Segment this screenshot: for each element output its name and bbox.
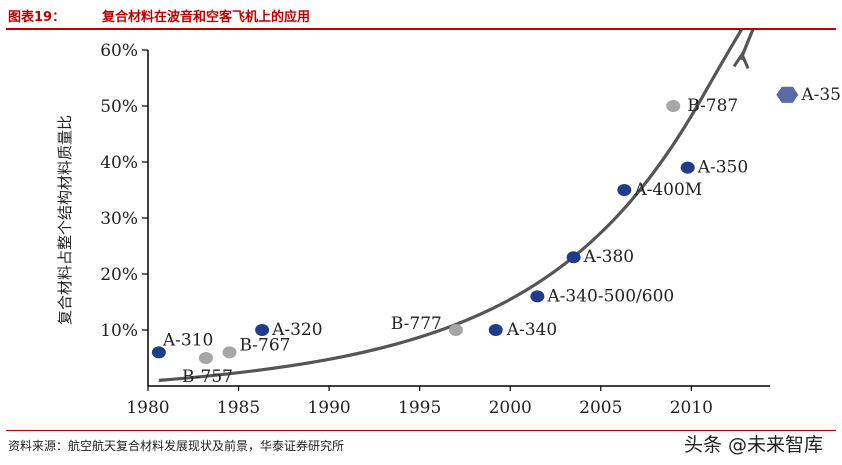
source-note: 资料来源：航空航天复合材料发展现状及前景，华泰证券研究所 bbox=[8, 439, 345, 453]
point-label: A-400M bbox=[633, 180, 702, 200]
point-b-777 bbox=[448, 324, 463, 336]
trend-arrow bbox=[158, 30, 755, 382]
point-label: B-777 bbox=[391, 314, 442, 334]
footer-divider bbox=[6, 430, 836, 431]
x-tick-label: 2005 bbox=[579, 398, 622, 418]
point-a-350 bbox=[680, 161, 695, 174]
x-tick-label: 2010 bbox=[670, 398, 713, 418]
figure-label: 图表19： bbox=[8, 10, 66, 25]
point-label: A-380 bbox=[583, 247, 634, 267]
point-label: B-767 bbox=[240, 335, 291, 355]
point-label: B-757 bbox=[182, 367, 233, 387]
y-tick-label: 50% bbox=[100, 97, 138, 117]
point-a-320 bbox=[255, 324, 270, 336]
point-a-400m bbox=[617, 184, 632, 196]
trend-arrowhead bbox=[732, 51, 750, 69]
x-tick-label: 1985 bbox=[217, 398, 260, 418]
x-axis-ticks: 1980 1985 1990 1995 2000 2005 2010 bbox=[126, 386, 713, 418]
x-tick-label: 1995 bbox=[398, 398, 441, 418]
x-tick-label: 1980 bbox=[126, 398, 169, 418]
y-tick-label: 30% bbox=[100, 209, 138, 229]
composite-usage-chart: 10% 20% 30% 40% 50% 60% 1980 1985 1990 1995 2000 2… bbox=[56, 30, 842, 418]
point-b-757 bbox=[198, 352, 213, 364]
point-a350xwb bbox=[776, 86, 799, 103]
y-tick-label: 40% bbox=[100, 153, 138, 173]
point-label: A-310 bbox=[162, 330, 213, 350]
y-tick-label: 60% bbox=[100, 41, 138, 61]
point-a-340-500-600 bbox=[530, 290, 545, 303]
point-label: A-340-500/600 bbox=[546, 286, 674, 306]
point-b-767 bbox=[222, 346, 237, 359]
x-tick-label: 1990 bbox=[307, 398, 350, 418]
y-axis-label: 复合材料占整个结构材料质量比 bbox=[56, 115, 74, 325]
trend-curve bbox=[158, 30, 755, 382]
y-tick-label: 10% bbox=[100, 321, 138, 341]
point-a-340 bbox=[488, 324, 503, 336]
point-label: A-340 bbox=[506, 320, 557, 340]
y-tick-label: 20% bbox=[100, 265, 138, 285]
point-label: B-787 bbox=[687, 96, 738, 116]
watermark: 头条 @未来智库 bbox=[684, 434, 824, 456]
y-axis-ticks: 10% 20% 30% 40% 50% 60% bbox=[100, 41, 148, 341]
point-b-787 bbox=[666, 100, 681, 112]
point-a-380 bbox=[566, 251, 581, 264]
point-label: A-320 bbox=[271, 320, 322, 340]
figure-header: 图表19： 复合材料在波音和空客飞机上的应用 bbox=[6, 4, 836, 30]
point-a-310 bbox=[151, 346, 166, 359]
chart-container: 10% 20% 30% 40% 50% 60% 1980 1985 1990 1995 2000 2… bbox=[0, 30, 842, 426]
figure-title: 复合材料在波音和空客飞机上的应用 bbox=[102, 10, 311, 25]
point-label: A-350 bbox=[697, 158, 748, 178]
x-tick-label: 2000 bbox=[489, 398, 532, 418]
point-label: A-350 XWB bbox=[800, 85, 842, 105]
